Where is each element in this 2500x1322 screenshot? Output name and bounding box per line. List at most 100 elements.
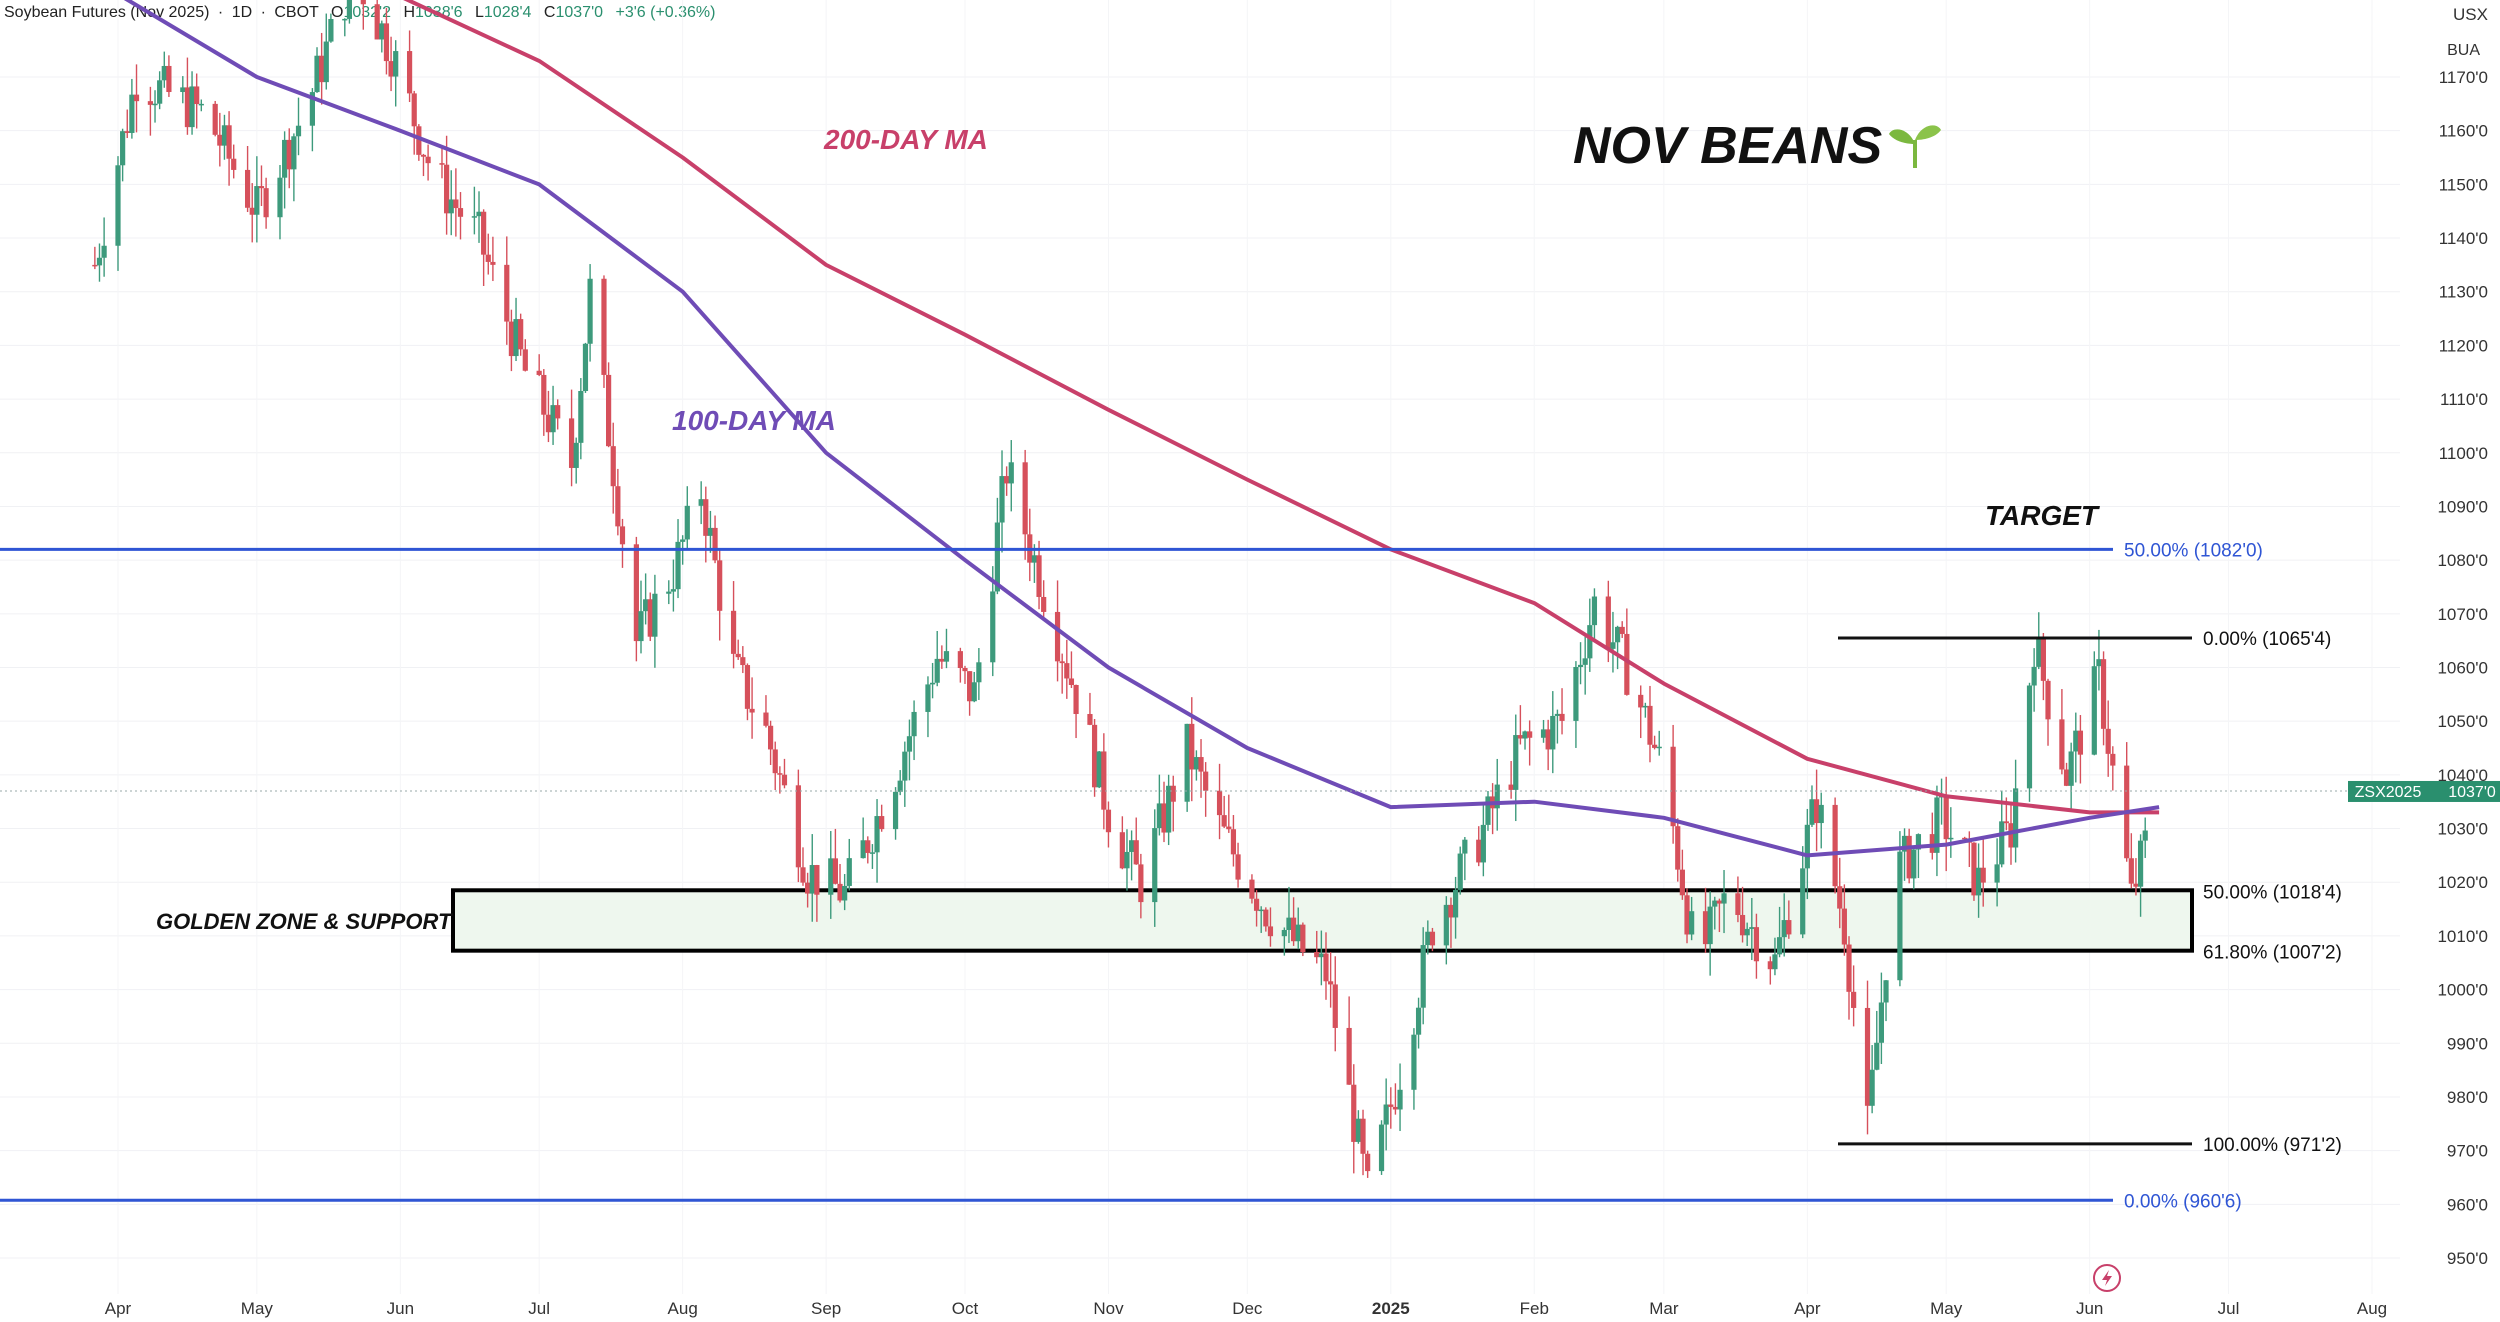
y-tick-label: 970'0 <box>2447 1142 2488 1161</box>
candle-body <box>101 245 107 258</box>
candle-body <box>837 883 843 901</box>
candle-body <box>323 41 329 83</box>
candle-body <box>1744 928 1750 936</box>
candle-body <box>481 211 487 255</box>
candle-body <box>1809 799 1815 825</box>
y-tick-label: 1040'0 <box>2437 766 2488 785</box>
candle-body <box>379 23 385 40</box>
candle-body <box>1073 684 1079 715</box>
candle-body <box>800 867 806 883</box>
y-tick-label: 1010'0 <box>2437 927 2488 946</box>
candle-body <box>1221 815 1227 827</box>
candle-body <box>2096 659 2102 667</box>
candle-body <box>1263 909 1269 927</box>
x-tick-label: Jul <box>528 1299 550 1318</box>
candle-body <box>1962 837 1968 840</box>
candle-body <box>457 208 464 217</box>
candle-body <box>1448 904 1454 918</box>
candle-body <box>712 527 718 561</box>
candle-body <box>1314 952 1320 958</box>
candle-body <box>892 791 899 830</box>
candle-body <box>1587 625 1593 659</box>
x-tick-label: Dec <box>1232 1299 1263 1318</box>
target-label: TARGET <box>1985 500 2101 531</box>
candle-body <box>1008 462 1014 484</box>
candle-body <box>680 539 686 542</box>
candle-body <box>772 749 778 774</box>
candle-body <box>1392 1106 1399 1110</box>
candle-body <box>767 725 774 750</box>
y-tick-label: 1130'0 <box>2439 283 2488 302</box>
candle-body <box>1980 867 1986 883</box>
candle-body <box>439 163 445 165</box>
open-label: O <box>330 4 344 21</box>
annotations: NOV BEANS 200-DAY MA 100-DAY MA TARGET GOLDE… <box>156 117 2121 1292</box>
candle-body <box>2059 719 2065 770</box>
interval-label[interactable]: 1D <box>231 4 253 21</box>
candle-body <box>1800 868 1806 935</box>
candle-body <box>1230 829 1237 855</box>
candle-body <box>1624 633 1630 695</box>
candle-body <box>2133 883 2139 887</box>
candle-body <box>1328 981 1334 985</box>
candle-body <box>212 103 218 135</box>
candle-body <box>730 610 737 654</box>
candle-body <box>314 55 320 93</box>
candle-body <box>1365 1153 1371 1172</box>
candle-body <box>976 662 982 683</box>
candle-body <box>2077 730 2084 755</box>
candle-body <box>161 65 167 81</box>
candle-body <box>735 653 741 658</box>
candle-body <box>221 125 228 146</box>
candle-body <box>1999 821 2005 865</box>
candle-body <box>1508 784 1514 790</box>
candle-body <box>675 541 681 590</box>
candle-body <box>124 131 130 133</box>
candle-body <box>1457 853 1463 890</box>
golden-zone-box <box>451 888 2194 953</box>
candle-body <box>319 55 325 83</box>
candle-body <box>453 199 459 209</box>
candle-body <box>244 169 251 208</box>
candle-body <box>1869 1069 1875 1106</box>
seedling-leaf-right <box>1915 125 1941 140</box>
candle-body <box>518 319 524 350</box>
candle-body <box>1545 729 1551 750</box>
candle-body <box>1300 924 1306 953</box>
candle-body <box>1776 937 1783 955</box>
candle-body <box>1041 596 1047 612</box>
candle-body <box>1527 731 1533 738</box>
candle-body <box>906 736 913 752</box>
candle-body <box>1425 931 1431 946</box>
candle-body <box>795 785 801 868</box>
fib-label-wide: 50.00% (1082'0) <box>2124 540 2263 561</box>
ma200-line <box>403 0 2160 815</box>
candle-body <box>1614 626 1621 643</box>
candle-body <box>249 207 255 215</box>
grid-lines <box>0 0 2400 1294</box>
candle-body <box>2128 858 2134 884</box>
candle-body <box>1332 984 1338 1028</box>
candle-body <box>1610 642 1616 649</box>
price-tag-value: 1037'0 <box>2448 784 2496 801</box>
candle-body <box>911 711 917 737</box>
candle-body <box>1915 834 1922 850</box>
lightning-icon <box>2093 1264 2121 1292</box>
fib-label-narrow: 100.00% (971'2) <box>2203 1135 2342 1156</box>
candle-body <box>1355 1118 1361 1142</box>
candle-body <box>1087 714 1093 725</box>
candle-body <box>1911 849 1917 879</box>
candle-body <box>633 544 639 642</box>
candle-body <box>1652 744 1658 748</box>
candle-body <box>2073 730 2079 752</box>
close-value: 1037'0 <box>555 4 604 21</box>
y-tick-label: 1160'0 <box>2439 122 2488 141</box>
candle-body <box>615 486 621 527</box>
candle-body <box>1971 842 1977 896</box>
candle-body <box>1522 731 1528 739</box>
y-tick-label: 1050'0 <box>2437 712 2488 731</box>
candle-body <box>1184 723 1190 802</box>
candle-body <box>1897 851 1903 981</box>
candle-body <box>1818 804 1824 824</box>
